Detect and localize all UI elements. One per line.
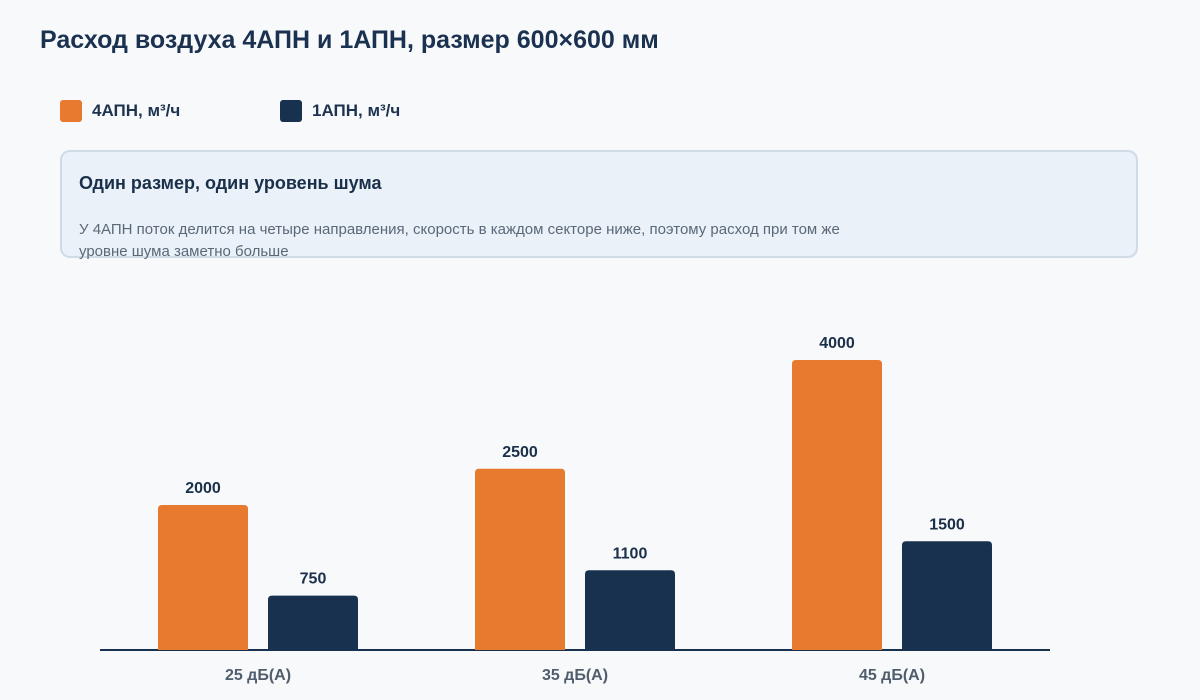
x-tick-label: 35 дБ(А) (542, 667, 608, 684)
bar-1apn-2 (585, 570, 675, 650)
legend-swatch-4apn (60, 100, 82, 122)
info-card: Один размер, один уровень шума У 4АПН по… (60, 150, 1138, 260)
data-label: 1100 (613, 545, 648, 562)
page-title: Расход воздуха 4АПН и 1АПН, размер 600×6… (40, 26, 659, 54)
data-label: 2000 (185, 480, 221, 497)
legend-swatch-1apn (280, 100, 302, 122)
data-label: 750 (300, 571, 327, 588)
bar-4apn-2 (475, 468, 565, 650)
legend-item-1apn: 1АПН, м³/ч (280, 100, 400, 122)
info-card-text: У 4АПН поток делится на четыре направлен… (79, 221, 840, 260)
bar-4apn-1 (158, 505, 248, 650)
bar-1apn-1 (268, 595, 358, 650)
data-label: 2500 (502, 444, 538, 461)
x-tick-label: 45 дБ(А) (859, 667, 925, 684)
data-label: 4000 (819, 335, 855, 352)
legend-item-4apn: 4АПН, м³/ч (60, 100, 180, 122)
x-tick-label: 25 дБ(А) (225, 667, 291, 684)
legend-label-1apn: 1АПН, м³/ч (312, 101, 401, 120)
legend-label-4apn: 4АПН, м³/ч (92, 101, 181, 120)
data-label: 1500 (929, 516, 965, 533)
bar-1apn-3 (902, 541, 992, 650)
info-card-title: Один размер, один уровень шума (79, 173, 382, 193)
bar-4apn-3 (792, 360, 882, 650)
